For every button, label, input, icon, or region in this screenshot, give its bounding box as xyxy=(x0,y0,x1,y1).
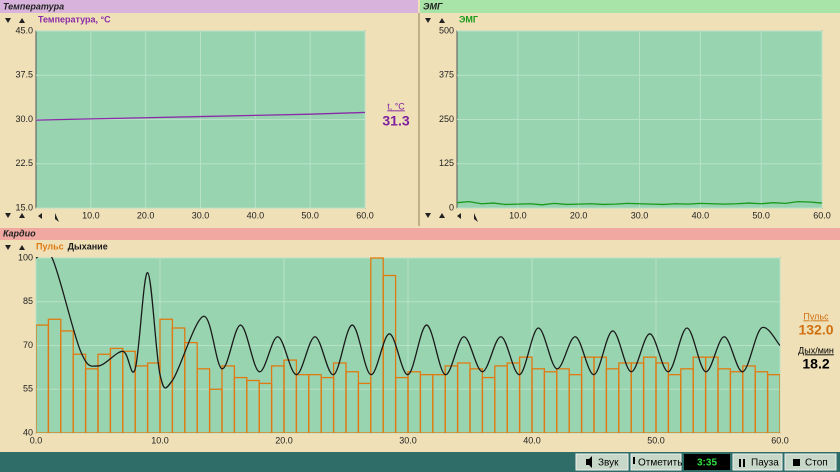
sound-button-text[interactable]: Звук xyxy=(598,458,619,469)
x-tick-label: 20.0 xyxy=(570,210,588,220)
splitter xyxy=(418,13,420,226)
pulse-bar xyxy=(766,374,780,433)
x-tick-label: 60.0 xyxy=(813,210,831,220)
legend-entry: Пульс xyxy=(36,241,64,251)
x-tick-label: 40.0 xyxy=(523,435,541,445)
y-tick-label: 85 xyxy=(23,296,33,306)
chart-title: Температура, °C xyxy=(38,14,111,24)
y-tick-label: 0 xyxy=(449,202,454,212)
x-tick-label: 20.0 xyxy=(137,210,155,220)
y-tick-label: 250 xyxy=(439,114,454,124)
temperature-header xyxy=(0,0,418,13)
series xyxy=(36,111,365,121)
pause-icon xyxy=(739,459,745,467)
y-tick-label: 100 xyxy=(18,252,33,262)
chart-title: ЭМГ xyxy=(459,14,478,24)
pulse-bar xyxy=(382,274,397,433)
y-tick-label: 40 xyxy=(23,427,33,437)
mark-button[interactable] xyxy=(630,453,682,471)
x-tick-label: 10.0 xyxy=(151,435,169,445)
sound-icon xyxy=(586,456,592,468)
emg-header-text: ЭМГ xyxy=(423,1,443,11)
mark-icon xyxy=(633,457,635,464)
x-tick-label: 50.0 xyxy=(647,435,665,445)
sound-button[interactable] xyxy=(575,453,629,471)
x-tick-label: 10.0 xyxy=(82,210,100,220)
data-line xyxy=(457,200,822,206)
x-tick-label: 40.0 xyxy=(247,210,265,220)
x-tick-label: 50.0 xyxy=(301,210,319,220)
timer xyxy=(684,454,730,470)
pause-button[interactable] xyxy=(732,453,783,471)
cardio-header-text: Кардио xyxy=(3,228,36,238)
data-line xyxy=(36,111,365,121)
timer-text: 3:35 xyxy=(697,458,717,469)
pulse-readout-label: Пульс xyxy=(803,311,829,321)
pause-button-text[interactable]: Пауза xyxy=(751,458,779,469)
x-tick-label: 30.0 xyxy=(399,435,417,445)
y-tick-label: 70 xyxy=(23,340,33,350)
x-tick-label: 50.0 xyxy=(752,210,770,220)
y-tick-label: 55 xyxy=(23,384,33,394)
y-tick-label: 30.0 xyxy=(15,114,33,124)
series xyxy=(36,257,780,389)
series xyxy=(457,200,822,206)
legend-entry: Дыхание xyxy=(68,241,108,251)
nav-buttons xyxy=(5,18,478,250)
x-tick-label: 60.0 xyxy=(771,435,789,445)
y-tick-label: 37.5 xyxy=(15,70,33,80)
pulse-readout-value: 132.0 xyxy=(798,322,833,338)
y-tick-label: 45.0 xyxy=(15,25,33,35)
x-tick-label: 30.0 xyxy=(631,210,649,220)
stop-button-text[interactable]: Стоп xyxy=(805,458,828,469)
toolbar xyxy=(0,452,840,472)
emg-header xyxy=(420,0,840,13)
x-tick-label: 0.0 xyxy=(30,435,43,445)
x-tick-label: 30.0 xyxy=(192,210,210,220)
stop-icon xyxy=(793,459,800,466)
temp-readout-label: t, °C xyxy=(387,101,405,111)
scroll-buttons[interactable] xyxy=(5,245,25,250)
y-tick-label: 375 xyxy=(439,70,454,80)
resp-readout-label: Дых/мин xyxy=(798,345,834,355)
temp-readout-value: 31.3 xyxy=(382,113,409,129)
x-tick-label: 20.0 xyxy=(275,435,293,445)
x-tick-label: 60.0 xyxy=(356,210,374,220)
y-tick-label: 15.0 xyxy=(15,202,33,212)
cardio-header xyxy=(0,228,840,240)
x-tick-label: 40.0 xyxy=(692,210,710,220)
x-tick-label: 10.0 xyxy=(509,210,527,220)
data-line xyxy=(36,257,780,389)
temperature-header-text: Температура xyxy=(3,1,64,11)
resp-readout-value: 18.2 xyxy=(802,356,829,372)
y-tick-label: 22.5 xyxy=(15,158,33,168)
mark-button-text[interactable]: Отметить xyxy=(638,458,682,469)
y-tick-label: 500 xyxy=(439,25,454,35)
y-tick-label: 125 xyxy=(439,158,454,168)
